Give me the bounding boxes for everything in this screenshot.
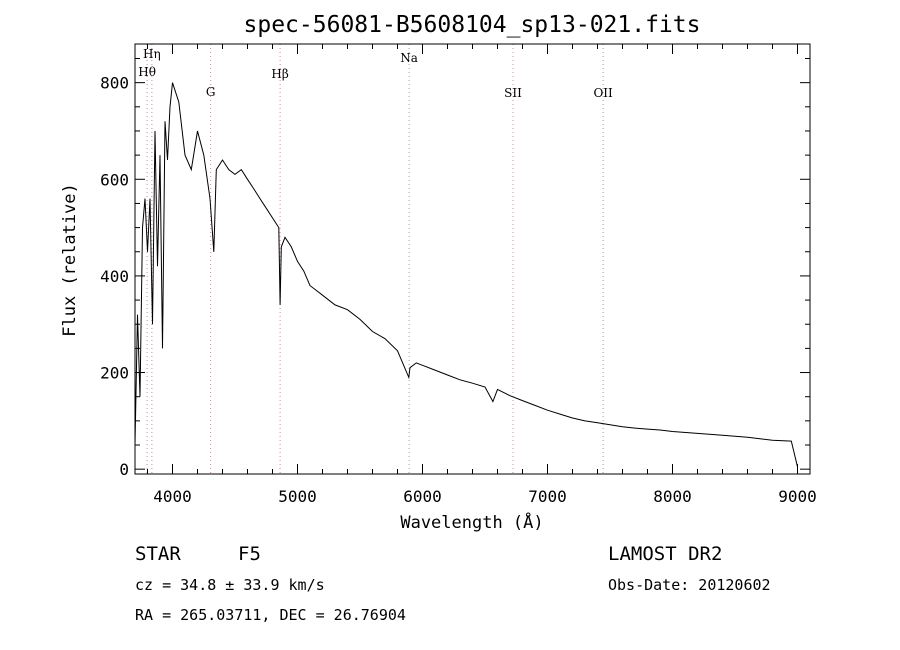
x-tick-label: 4000: [153, 487, 192, 506]
observation-date: Obs-Date: 20120602: [608, 576, 771, 594]
object-class: STAR: [135, 543, 181, 565]
line-marker-label: Hθ: [138, 65, 156, 79]
y-tick-label: 0: [119, 460, 129, 479]
x-tick-label: 8000: [653, 487, 692, 506]
line-marker-label: G: [206, 85, 216, 99]
y-axis-label: Flux (relative): [60, 183, 80, 337]
plot-frame: [134, 43, 811, 475]
y-tick-label: 600: [100, 170, 129, 189]
y-tick-label: 200: [100, 364, 129, 383]
line-marker-label: Hη: [143, 47, 161, 61]
redshift-text: cz = 34.8 ± 33.9 km/s: [135, 576, 325, 594]
x-axis-ticks: 4000 5000 6000 7000 8000 9000: [147, 44, 817, 506]
spectrum-series-line: [134, 82, 798, 467]
x-tick-label: 6000: [403, 487, 442, 506]
object-subclass: F5: [238, 543, 261, 565]
y-tick-label: 400: [100, 267, 129, 286]
spectral-line-markers: [146, 44, 604, 474]
line-marker-label: Hβ: [271, 67, 288, 81]
coordinates-text: RA = 265.03711, DEC = 26.76904: [135, 606, 406, 624]
x-tick-label: 5000: [278, 487, 317, 506]
spectral-line-labels: Hη Hθ G Hβ Na SII OII: [138, 47, 613, 100]
x-tick-label: 9000: [778, 487, 817, 506]
line-marker-label: SII: [504, 86, 522, 100]
survey-name: LAMOST DR2: [608, 543, 722, 565]
chart-title: spec-56081-B5608104_sp13-021.fits: [244, 12, 701, 38]
y-axis-ticks: 0 200 400 600 800: [100, 57, 810, 479]
x-axis-label: Wavelength (Å): [400, 511, 543, 533]
line-marker-label: OII: [593, 86, 613, 100]
line-marker-label: Na: [400, 51, 418, 65]
y-tick-label: 800: [100, 74, 129, 93]
x-tick-label: 7000: [528, 487, 567, 506]
